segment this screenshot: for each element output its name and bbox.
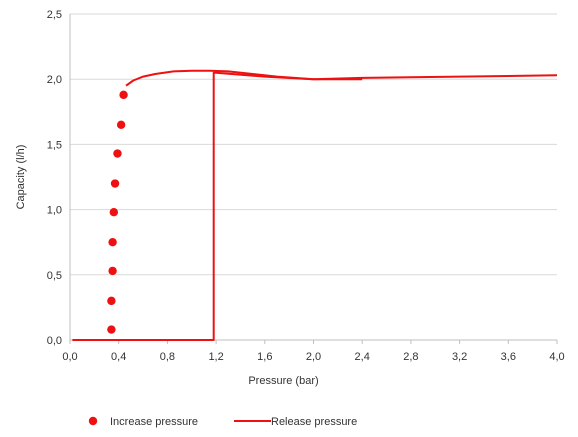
scatter-point	[108, 238, 117, 247]
x-tick-label: 4,0	[549, 351, 564, 363]
x-tick-label: 2,4	[355, 351, 370, 363]
x-tick-label: 1,6	[257, 351, 272, 363]
x-tick-label: 0,0	[62, 351, 77, 363]
scatter-point	[116, 120, 126, 130]
y-tick-label: 1,5	[47, 139, 62, 151]
scatter-point	[107, 296, 116, 306]
y-tick-label: 0,5	[47, 270, 62, 282]
scatter-point	[108, 266, 117, 276]
x-tick-label: 3,2	[452, 351, 467, 363]
line-series-2	[125, 69, 363, 87]
y-tick-label: 1,0	[47, 205, 62, 217]
scatter-point	[107, 325, 116, 334]
y-axis-label: Capacity (l/h)	[15, 145, 27, 210]
x-tick-label: 0,8	[160, 351, 175, 363]
legend-label-release-pressure: Release pressure	[271, 416, 357, 428]
y-tick-label: 2,5	[47, 9, 62, 21]
scatter-point	[110, 179, 120, 188]
x-tick-label: 2,8	[403, 351, 418, 363]
x-axis-label: Pressure (bar)	[248, 375, 318, 387]
x-tick-label: 3,6	[501, 351, 516, 363]
x-tick-label: 1,2	[208, 351, 223, 363]
scatter-point	[113, 149, 122, 158]
x-tick-label: 0,4	[111, 351, 126, 363]
line-series-1	[72, 71, 558, 341]
legend-label-increase-pressure: Increase pressure	[110, 416, 198, 428]
scatter-point	[119, 90, 128, 100]
scatter-point	[109, 208, 119, 217]
y-tick-label: 2,0	[47, 74, 62, 86]
legend-marker-increase-pressure	[88, 416, 98, 426]
x-tick-label: 2,0	[306, 351, 321, 363]
y-tick-label: 0,0	[47, 335, 62, 347]
